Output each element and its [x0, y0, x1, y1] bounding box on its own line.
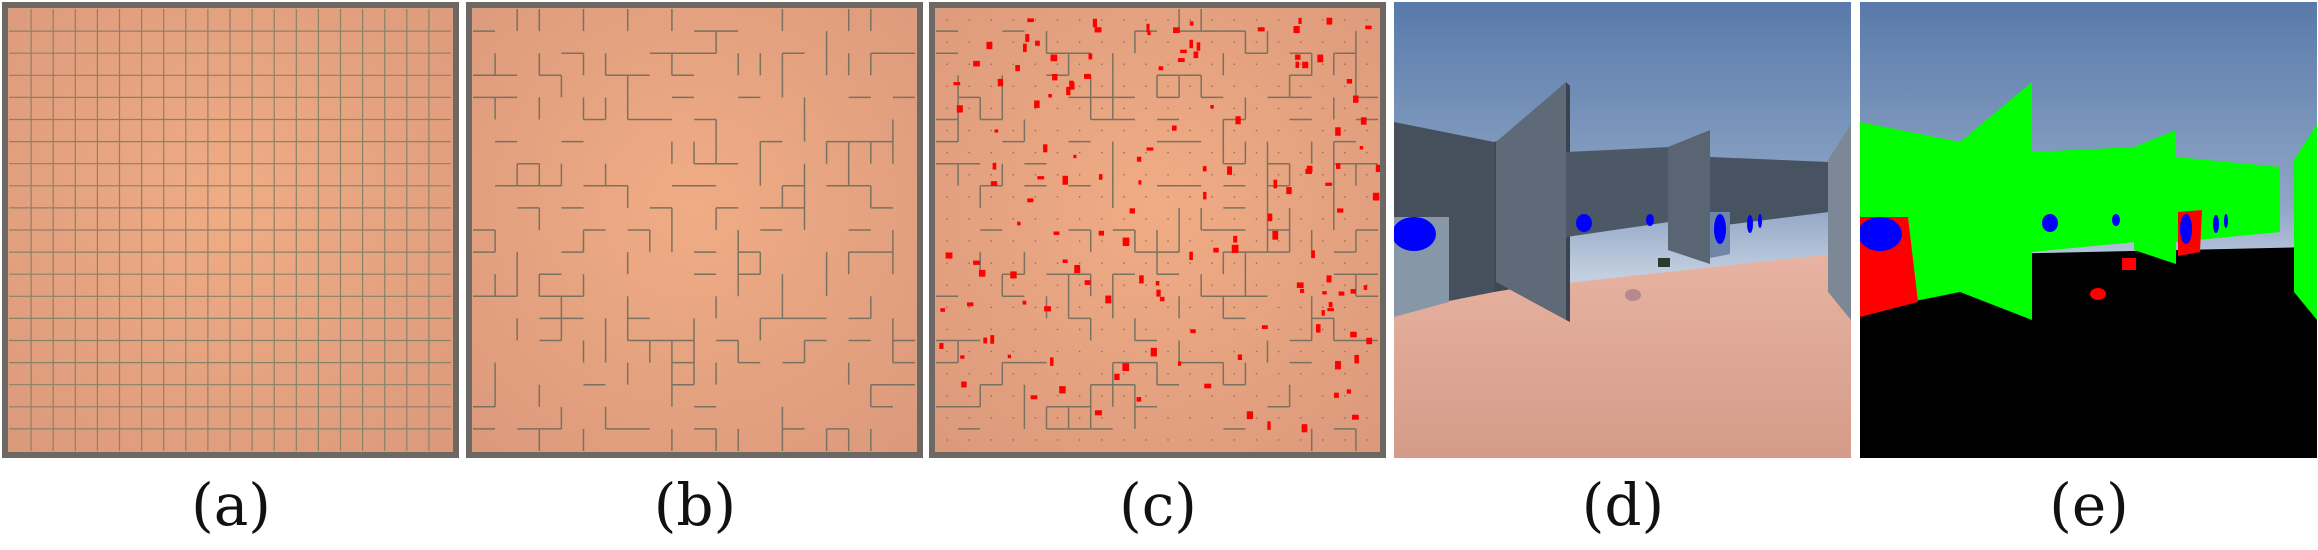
grid-maze-image — [2, 2, 459, 458]
panel-c-maze-markers — [929, 2, 1386, 458]
maze-walls-image — [466, 2, 923, 458]
caption-a: (a) — [191, 471, 271, 539]
panel-e-segmentation — [1860, 2, 2317, 458]
caption-c: (c) — [1119, 471, 1197, 539]
segmentation-first-person-image — [1860, 2, 2317, 458]
maze-markers-image — [929, 2, 1386, 458]
caption-b: (b) — [653, 471, 737, 539]
panel-b-maze — [466, 2, 923, 458]
caption-d: (d) — [1581, 471, 1665, 539]
rgb-first-person-image — [1394, 2, 1851, 458]
caption-e: (e) — [2049, 471, 2129, 539]
panel-a-grid — [2, 2, 459, 458]
panel-d-rgb-view — [1394, 2, 1851, 458]
